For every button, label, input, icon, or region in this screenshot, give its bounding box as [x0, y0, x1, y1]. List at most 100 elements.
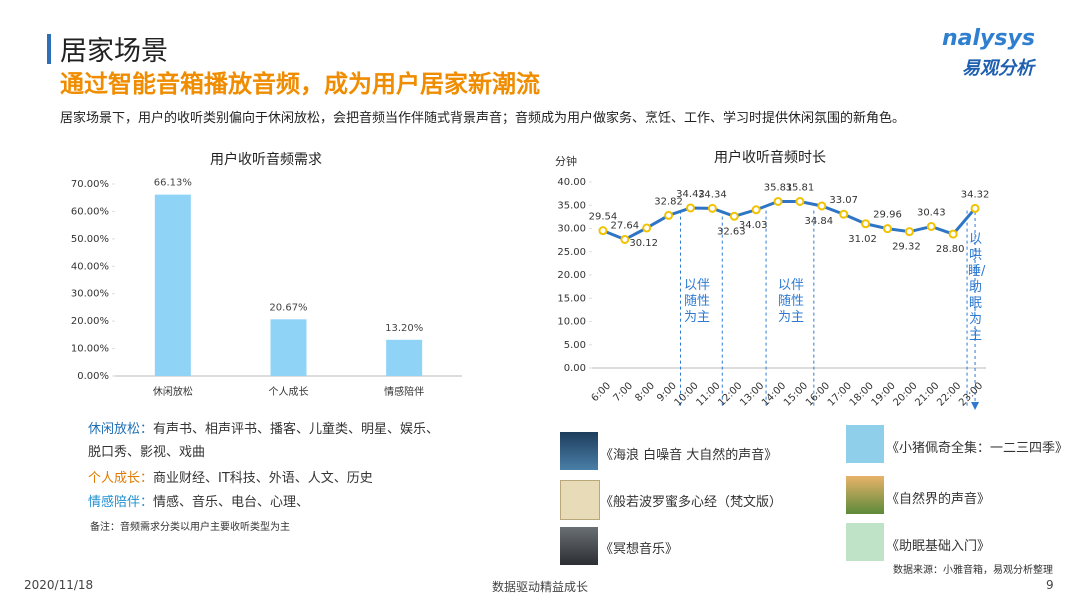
logo-cn: 易观分析: [962, 58, 1034, 79]
x-tick-label: 16:00: [804, 380, 832, 408]
x-tick-label: 8:00: [633, 380, 657, 404]
intro: 居家场景下，用户的收听类别偏向于休闲放松，会把音频当作伴随式背景声音；音频成为用…: [60, 111, 906, 126]
album-cover: [560, 527, 598, 565]
y-tick-label: 50.00%: [71, 234, 109, 245]
marker: [795, 196, 805, 206]
category-note: 个人成长：商业财经、IT科技、外语、人文、历史: [88, 467, 373, 486]
y-tick-label: 10.00%: [71, 344, 109, 355]
note-text: 有声书、相声评书、播客、儿童类、明星、娱乐、: [153, 422, 440, 437]
marker: [773, 196, 783, 206]
y-tick-label: 35.00: [557, 200, 586, 211]
y-tick-label: 30.00%: [71, 289, 109, 300]
annotation: 以伴随性为主: [777, 278, 804, 325]
data-label: 35.81: [764, 182, 793, 193]
x-tick-label: 20:00: [891, 380, 919, 408]
remark: 备注：音频需求分类以用户主要收听类型为主: [90, 522, 290, 533]
y-axis-label: 分钟: [555, 154, 577, 168]
x-tick-label: 10:00: [673, 380, 701, 408]
x-tick-label: 13:00: [738, 380, 766, 408]
y-tick-label: 40.00%: [71, 261, 109, 272]
album-title: 《海浪 白噪音 大自然的声音》: [600, 448, 778, 463]
marker: [817, 201, 827, 211]
x-tick-label: 7:00: [611, 380, 635, 404]
y-tick-label: 0.00: [564, 363, 586, 374]
arrow: [971, 402, 980, 410]
note-label: 情感陪伴：: [88, 495, 154, 510]
marker: [751, 205, 761, 215]
y-tick-label: 20.00%: [71, 316, 109, 327]
album-title: 《般若波罗蜜多心经（梵文版）: [600, 495, 783, 510]
x-tick-label: 11:00: [694, 380, 722, 408]
album-cover: [560, 480, 600, 520]
data-label: 20.67%: [269, 302, 307, 313]
x-tick-label: 15:00: [782, 380, 810, 408]
category-note: 脱口秀、影视、戏曲: [88, 445, 206, 460]
data-label: 32.63: [717, 226, 746, 237]
data-label: 30.43: [917, 208, 946, 219]
note-text: 情感、音乐、电台、心理、: [153, 495, 310, 510]
data-label: 34.03: [739, 220, 768, 231]
annotation: 以伴随性为主: [683, 278, 710, 325]
note-text: 商业财经、IT科技、外语、人文、历史: [153, 471, 373, 486]
data-label: 34.34: [698, 189, 727, 200]
data-label: 34.84: [805, 216, 834, 227]
marker: [883, 224, 892, 234]
data-label: 28.80: [936, 244, 965, 255]
y-tick-label: 0.00%: [77, 371, 109, 382]
marker: [948, 229, 958, 239]
slide-subtitle: 通过智能音箱播放音频，成为用户居家新潮流: [60, 70, 540, 98]
title-bar: [47, 34, 51, 64]
marker: [839, 209, 849, 219]
page-number: 9: [1046, 578, 1054, 592]
annotation: 以哄睡/助眠为主: [968, 232, 986, 343]
album-cover: [846, 476, 884, 514]
album-title: 《小猪佩奇全集：一二三四季》: [886, 441, 1069, 456]
y-tick-label: 70.00%: [71, 179, 109, 190]
data-label: 32.82: [654, 196, 683, 207]
note-label: 个人成长：: [88, 471, 154, 486]
y-tick-label: 40.00: [557, 177, 586, 188]
marker: [729, 211, 739, 221]
marker: [686, 203, 695, 213]
x-tick-label: 12:00: [716, 380, 744, 408]
data-label: 13.20%: [385, 323, 423, 334]
y-tick-label: 60.00%: [71, 206, 109, 217]
data-label: 27.64: [611, 220, 640, 231]
y-tick-label: 10.00: [557, 317, 586, 328]
bar: [270, 319, 307, 376]
marker: [664, 210, 674, 220]
x-tick-label: 17:00: [826, 380, 854, 408]
x-tick-label: 个人成长: [269, 386, 309, 398]
x-tick-label: 23:00: [957, 380, 985, 408]
category-note: 情感陪伴：情感、音乐、电台、心理、: [88, 491, 309, 510]
album-cover: [846, 425, 884, 463]
x-tick-label: 6:00: [590, 380, 614, 404]
y-tick-label: 25.00: [557, 247, 586, 258]
slide-title: 居家场景: [60, 36, 168, 67]
x-tick-label: 18:00: [848, 380, 876, 408]
album-title: 《冥想音乐》: [600, 542, 679, 557]
marker: [707, 203, 717, 213]
y-tick-label: 15.00: [557, 293, 586, 304]
marker: [598, 226, 608, 236]
marker: [620, 234, 630, 244]
chart-title: 用户收听音频需求: [210, 151, 322, 168]
data-label: 66.13%: [154, 178, 192, 189]
data-label: 34.32: [961, 189, 990, 200]
album-cover: [560, 432, 598, 470]
footer-slogan: 数据驱动精益成长: [492, 580, 589, 594]
data-label: 29.32: [892, 242, 921, 253]
data-label: 30.12: [629, 238, 658, 249]
footer-date: 2020/11/18: [24, 578, 94, 592]
marker: [904, 227, 914, 237]
x-tick-label: 22:00: [935, 380, 963, 408]
bar: [154, 194, 191, 376]
data-label: 31.02: [848, 234, 877, 245]
data-label: 29.96: [873, 210, 902, 221]
logo-text: nalysys: [942, 26, 1035, 51]
data-label: 35.81: [786, 182, 815, 193]
y-tick-label: 30.00: [557, 224, 586, 235]
x-tick-label: 19:00: [870, 380, 898, 408]
